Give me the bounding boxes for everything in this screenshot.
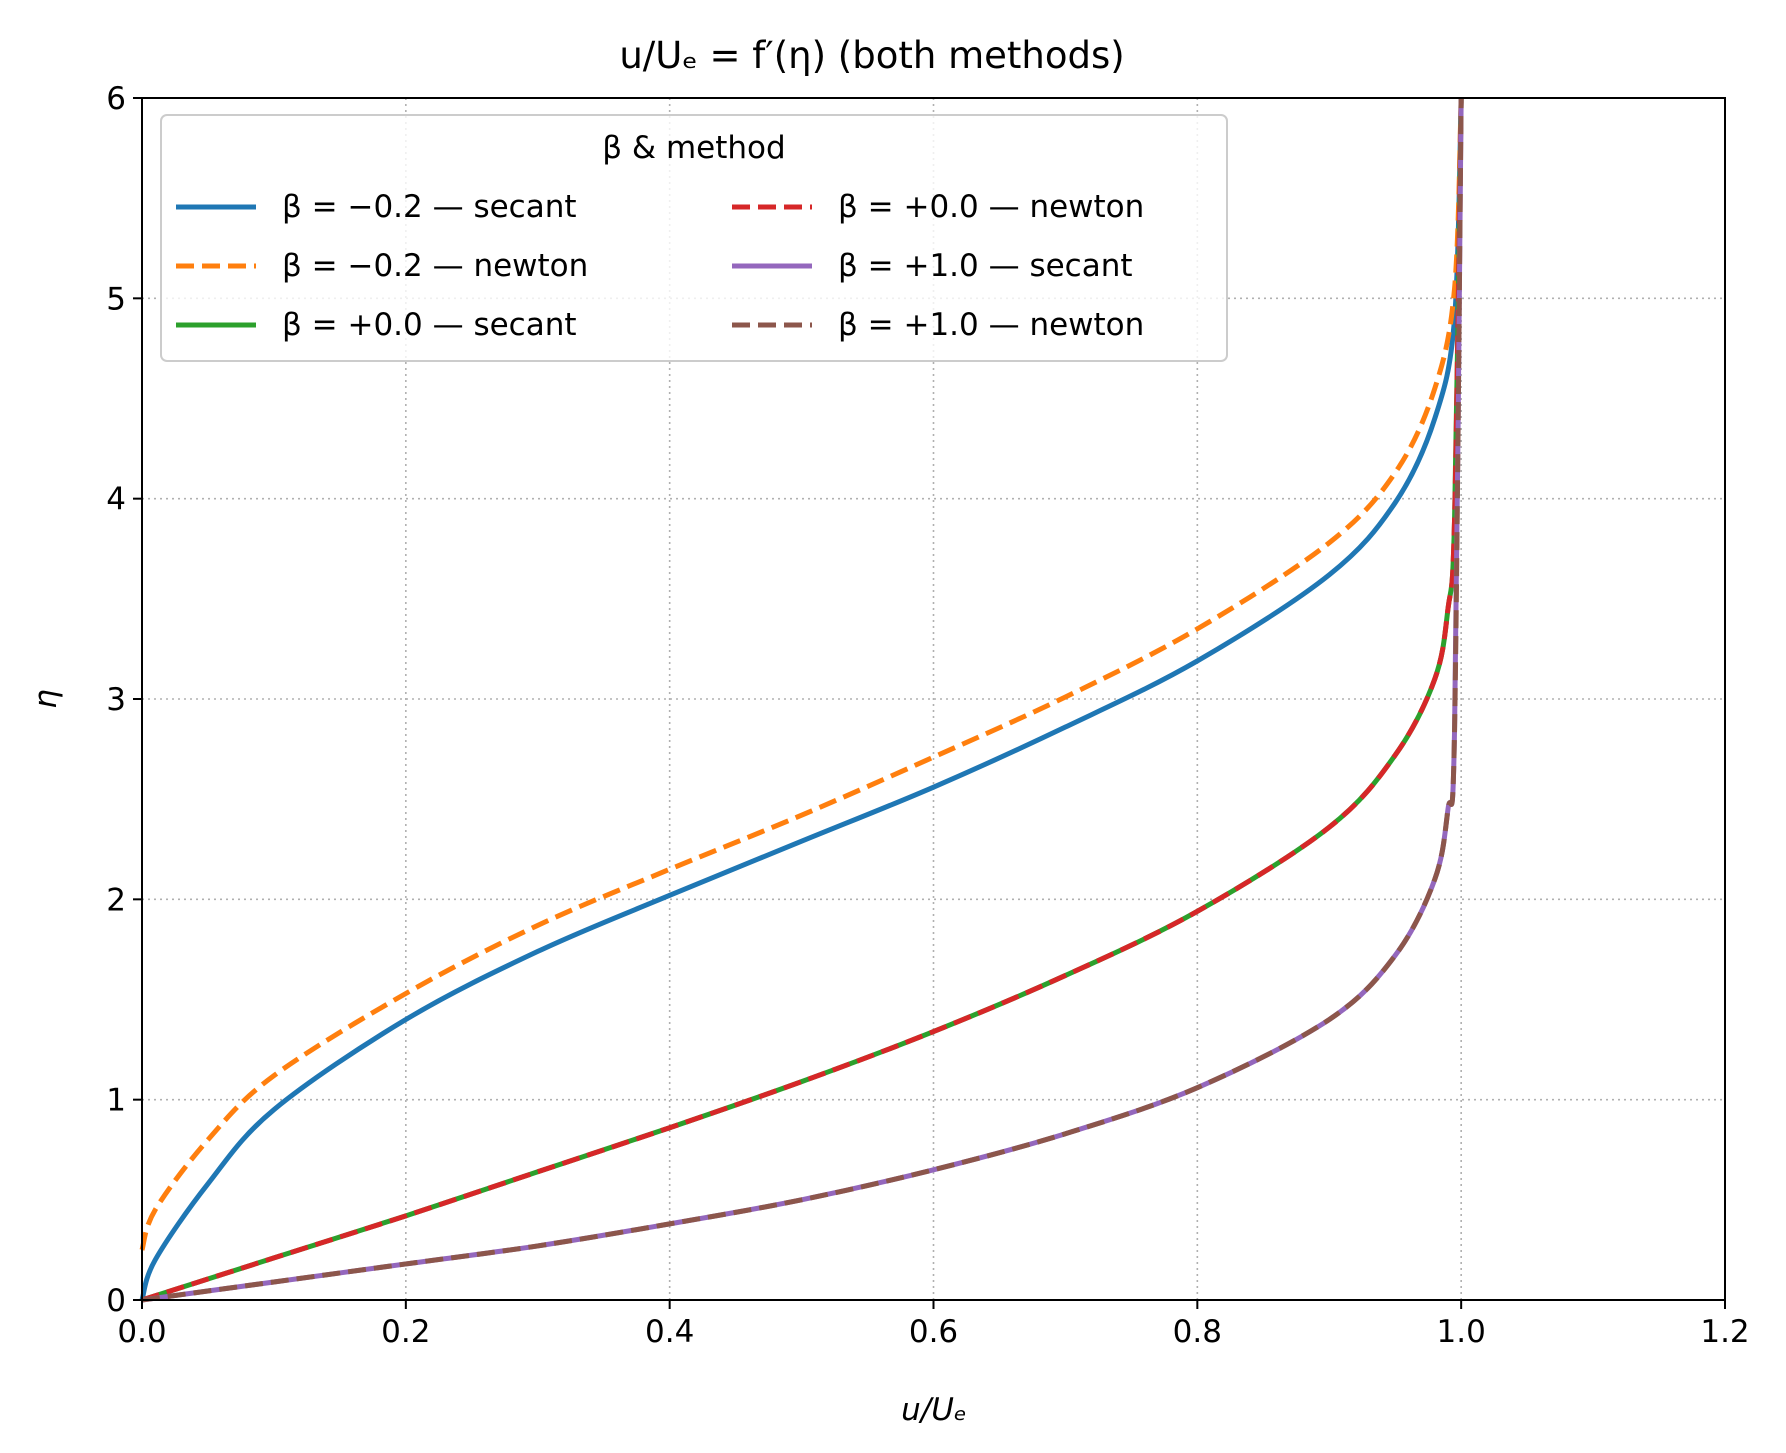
legend: β & method β = −0.2 — secant β = −0.2 — n… (160, 114, 1228, 362)
legend-title: β & method (602, 130, 785, 166)
legend-label-3: β = +0.0 — newton (838, 189, 1144, 225)
x-axis-label: u/Uₑ (901, 1392, 967, 1428)
x-tick-label: 1.2 (1700, 1314, 1749, 1350)
legend-label-0: β = −0.2 — secant (282, 189, 577, 225)
x-tick-label: 1.0 (1437, 1314, 1486, 1350)
legend-label-1: β = −0.2 — newton (282, 248, 588, 284)
y-axis-ticks: 0 1 2 3 4 5 6 (106, 81, 142, 1319)
y-tick-label: 2 (106, 882, 126, 918)
x-tick-label: 0.2 (381, 1314, 430, 1350)
series-line-5 (141, 97, 1464, 1303)
y-tick-label: 0 (106, 1283, 126, 1319)
x-tick-label: 0.4 (645, 1314, 694, 1350)
series-line-3 (141, 97, 1464, 1303)
legend-box (160, 114, 1228, 362)
legend-label-4: β = +1.0 — secant (838, 248, 1133, 284)
x-tick-label: 0.0 (117, 1314, 166, 1350)
y-tick-label: 6 (106, 81, 126, 117)
y-tick-label: 1 (106, 1083, 126, 1119)
series-line-1 (139, 97, 1464, 1251)
y-tick-label: 3 (106, 682, 126, 718)
y-tick-label: 5 (106, 281, 126, 317)
legend-label-2: β = +0.0 — secant (282, 307, 577, 343)
chart-title: u/Uₑ = f′(η) (both methods) (619, 34, 1124, 77)
x-tick-label: 0.8 (1173, 1314, 1222, 1350)
y-axis-label: η (28, 689, 64, 709)
x-axis-ticks: 0.0 0.2 0.4 0.6 0.8 1.0 1.2 (117, 1300, 1750, 1350)
y-tick-label: 4 (106, 482, 126, 518)
series-line-0 (139, 97, 1464, 1301)
legend-label-5: β = +1.0 — newton (838, 307, 1144, 343)
series-layer (139, 97, 1464, 1303)
legend-entries: β = −0.2 — secant β = −0.2 — newton β = +0… (176, 189, 1144, 343)
x-tick-label: 0.6 (909, 1314, 958, 1350)
